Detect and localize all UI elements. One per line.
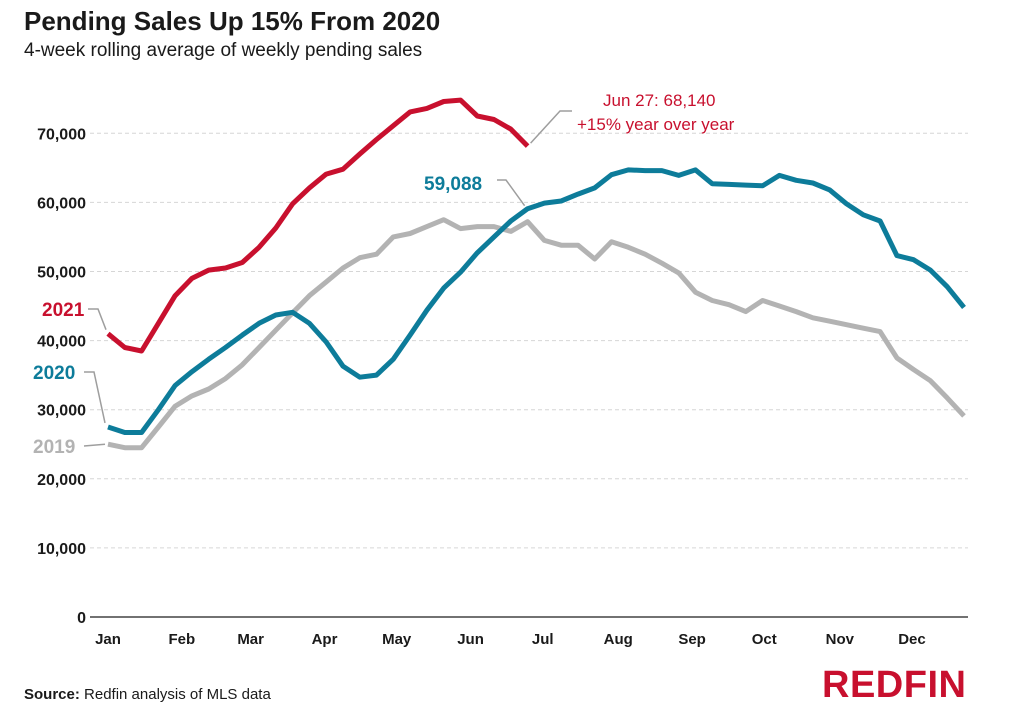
y-tick-label: 70,000 — [37, 126, 86, 143]
source-note: Source: Redfin analysis of MLS data — [24, 686, 271, 703]
x-tick-label-aug: Aug — [604, 631, 633, 648]
x-tick-label-nov: Nov — [826, 631, 855, 648]
series-label-2019: 2019 — [33, 437, 75, 458]
x-tick-label-sep: Sep — [678, 631, 706, 648]
x-tick-label-jan: Jan — [95, 631, 121, 648]
series-lines — [106, 97, 966, 451]
y-tick-label: 10,000 — [37, 541, 86, 558]
chart-subtitle: 4-week rolling average of weekly pending… — [24, 40, 423, 61]
series-line-2019 — [107, 217, 966, 451]
leader-2020-peak — [497, 179, 526, 207]
series-label-2020: 2020 — [33, 363, 75, 384]
annotation-2020-peak: 59,088 — [424, 174, 482, 195]
source-text: Redfin analysis of MLS data — [79, 686, 271, 703]
y-tick-label: 50,000 — [37, 264, 86, 281]
x-tick-label-apr: Apr — [312, 631, 338, 648]
x-tick-label-may: May — [382, 631, 412, 648]
series-label-2021: 2021 — [42, 300, 85, 321]
x-tick-label-feb: Feb — [169, 631, 196, 648]
x-tick-label-oct: Oct — [752, 631, 777, 648]
leader-2020 — [84, 371, 106, 424]
x-tick-label-jul: Jul — [532, 631, 554, 648]
leader-jun27 — [530, 110, 572, 144]
series-line-2021 — [106, 97, 530, 354]
annotation-jun27-value: Jun 27: 68,140 — [603, 91, 715, 110]
label-leader-lines — [83, 110, 572, 447]
chart-title: Pending Sales Up 15% From 2020 — [24, 6, 441, 36]
y-axis-ticks: 0 10,000 20,000 30,000 40,000 50,000 60,000 70,… — [37, 126, 86, 627]
y-tick-label: 30,000 — [37, 403, 86, 420]
redfin-logo: REDFIN — [822, 664, 967, 706]
y-tick-label: 40,000 — [37, 334, 86, 351]
source-label: Source: — [24, 686, 80, 703]
x-tick-label-mar: Mar — [237, 631, 264, 648]
y-tick-label: 0 — [77, 610, 86, 627]
x-tick-label-jun: Jun — [457, 631, 484, 648]
x-axis-ticks: Jan Feb Mar Apr May Jun Jul Aug Sep Oct Nov Dec — [95, 631, 926, 648]
series-line-2020 — [107, 167, 966, 435]
leader-2019 — [83, 443, 106, 447]
x-tick-label-dec: Dec — [898, 631, 926, 648]
leader-2021 — [88, 308, 107, 330]
y-tick-label: 20,000 — [37, 472, 86, 489]
y-tick-label: 60,000 — [37, 195, 86, 212]
annotation-jun27-yoy: +15% year over year — [577, 115, 735, 134]
grid-lines — [90, 132, 968, 618]
